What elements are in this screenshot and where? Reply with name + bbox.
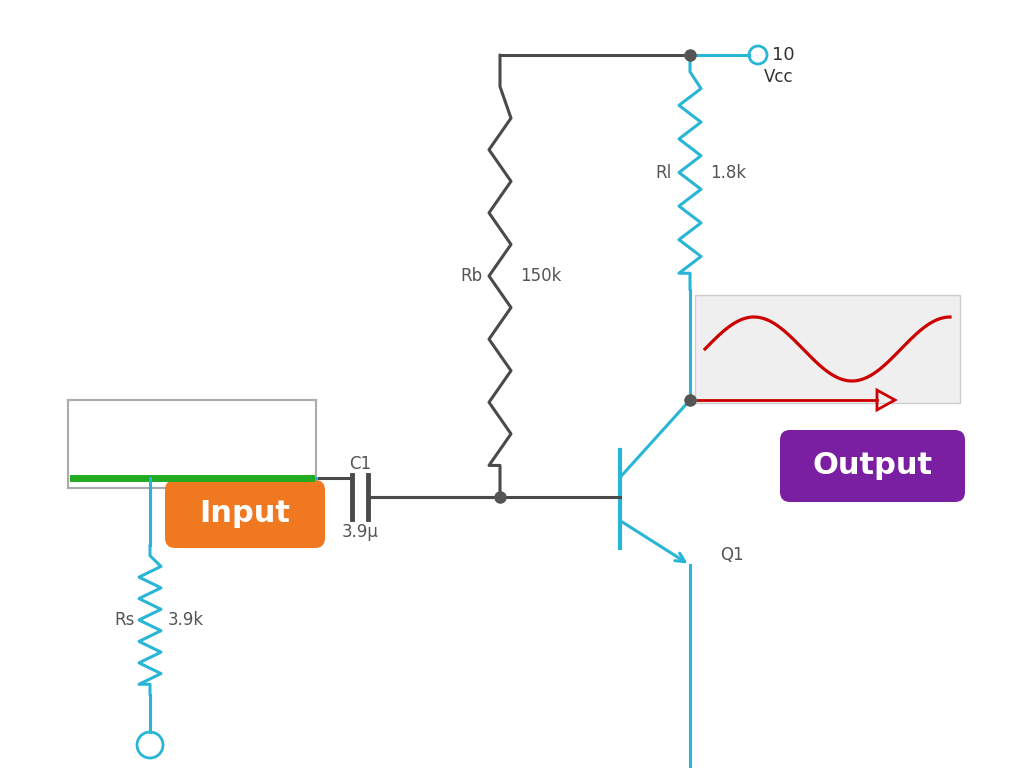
- FancyBboxPatch shape: [165, 480, 325, 548]
- Text: Rl: Rl: [655, 164, 672, 181]
- FancyBboxPatch shape: [780, 430, 965, 502]
- Text: Q1: Q1: [720, 546, 743, 564]
- Text: Output: Output: [812, 452, 933, 481]
- Text: 1.8k: 1.8k: [710, 164, 746, 181]
- Text: Input: Input: [200, 499, 291, 528]
- Text: 3.9k: 3.9k: [168, 611, 204, 629]
- Text: Rb: Rb: [460, 267, 482, 285]
- Text: 10: 10: [772, 46, 795, 64]
- Text: Rs: Rs: [115, 611, 135, 629]
- Text: C1: C1: [349, 455, 371, 473]
- Text: Vcc: Vcc: [764, 68, 794, 86]
- Text: 150k: 150k: [520, 267, 561, 285]
- Bar: [68, 400, 316, 488]
- Text: 3.9μ: 3.9μ: [342, 523, 379, 541]
- FancyBboxPatch shape: [695, 295, 961, 403]
